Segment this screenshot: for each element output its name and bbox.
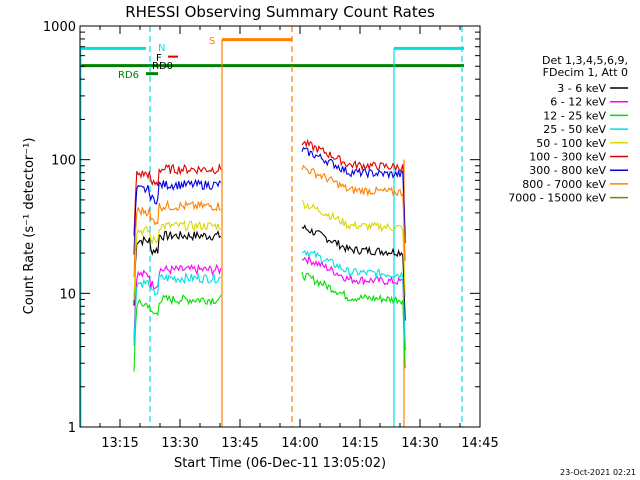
legend-label-8: 7000 - 15000 keV [508,192,606,205]
legend-label-1: 6 - 12 keV [550,96,606,109]
series-0-trace [133,224,406,321]
series-3-segment-a [133,271,221,346]
legend-label-4: 50 - 100 keV [536,137,606,150]
series-2-segment-b [301,271,406,369]
x-tick-label-1: 13:30 [161,436,198,451]
series-4-segment-b [301,200,406,297]
flag-label-rd0: RD0 [152,61,173,72]
series-0-segment-a [133,230,222,306]
x-axis-label: Start Time (06-Dec-11 13:05:02) [174,456,386,471]
x-tick-label-3: 14:00 [281,436,318,451]
legend-label-7: 800 - 7000 keV [522,178,606,191]
axes: 13:15 13:30 13:45 14:00 14:15 14:30 14:45 1 10 10… [43,20,499,451]
series-5-trace [133,138,406,236]
series-6-trace [133,146,406,255]
series-7-segment-a [133,199,221,277]
flag-label-f: F [156,53,162,64]
series-7-trace [133,164,406,277]
flag-label-rd6: RD6 [118,70,139,81]
x-tick-label-2: 13:45 [221,436,258,451]
series-1-segment-a [133,263,222,340]
x-tick-label-4: 14:15 [341,436,378,451]
footer-timestamp: 23-Oct-2021 02:21 [560,468,636,477]
series-2-segment-a [133,294,222,372]
legend-label-6: 300 - 800 keV [529,164,606,177]
x-tick-label-5: 14:30 [401,436,438,451]
series-0-segment-b [301,224,406,321]
y-tick-label-1: 10 [59,287,76,302]
series-1-trace [133,253,406,351]
series-2-trace [133,271,406,372]
series-6-segment-b [301,146,406,244]
series-6-segment-a [133,178,222,255]
y-tick-label-3: 1000 [43,20,76,35]
series-4-segment-a [133,219,221,300]
legend-label-5: 100 - 300 keV [529,151,606,164]
flag-label-n: N [158,43,165,54]
legend-label-0: 3 - 6 keV [557,82,606,95]
x-tick-label-0: 13:15 [101,436,138,451]
legend: Det 1,3,4,5,6,9,FDecim 1, Att 0 3 - 6 keV… [508,54,628,205]
y-tick-label-2: 100 [51,154,76,169]
series-4-trace [133,200,406,300]
x-tick-label-6: 14:45 [461,436,498,451]
y-axis-label: Count Rate (s⁻¹ detector⁻¹) [22,138,37,315]
flag-label-s: S [209,36,215,47]
series-5-segment-a [133,162,222,236]
series-5-segment-b [301,138,406,236]
series-3-segment-b [301,249,406,344]
plot-area [80,26,464,427]
legend-label-3: 25 - 50 keV [543,123,606,136]
legend-label-2: 12 - 25 keV [543,109,606,122]
y-tick-label-0: 1 [68,421,76,436]
legend-header-line-0: Det 1,3,4,5,6,9, [542,54,628,67]
series-3-trace [133,249,406,346]
plot-frame [79,25,481,428]
series-7-segment-b [301,164,406,261]
series-1-segment-b [301,253,406,351]
chart-title: RHESSI Observing Summary Count Rates [125,3,435,21]
legend-header-line-1: FDecim 1, Att 0 [543,66,628,79]
